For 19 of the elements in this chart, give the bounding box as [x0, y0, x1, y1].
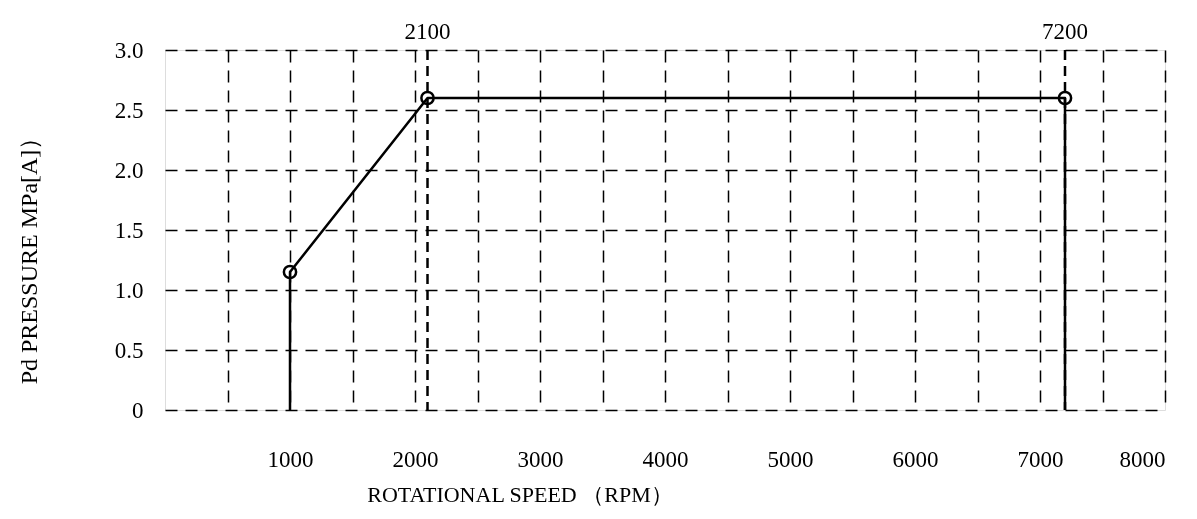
- x-axis-title: ROTATIONAL SPEED （RPM）: [367, 482, 673, 507]
- y-tick-label: 1.5: [114, 217, 144, 243]
- y-axis-title: Pd PRESSURE MPa[A]）: [16, 125, 42, 385]
- x-tick-label: 7000: [1017, 446, 1064, 472]
- y-tick-label: 2.0: [114, 157, 144, 183]
- x-tick-label: 3000: [517, 446, 564, 472]
- y-tick-label: 2.5: [114, 97, 144, 123]
- y-tick-label: 3.0: [114, 37, 144, 63]
- y-tick-label: 1.0: [114, 277, 144, 303]
- y-tick-label: 0: [132, 397, 144, 423]
- y-tick-label: 0.5: [114, 337, 144, 363]
- x-tick-label: 6000: [892, 446, 939, 472]
- x-tick-label: 8000: [1119, 446, 1166, 472]
- ref-line-label: 7200: [1042, 19, 1088, 44]
- x-tick-label: 2000: [392, 446, 439, 472]
- x-tick-label: 5000: [767, 446, 814, 472]
- ref-line-label: 2100: [404, 19, 451, 44]
- x-tick-label: 1000: [267, 446, 314, 472]
- x-tick-label: 4000: [642, 446, 689, 472]
